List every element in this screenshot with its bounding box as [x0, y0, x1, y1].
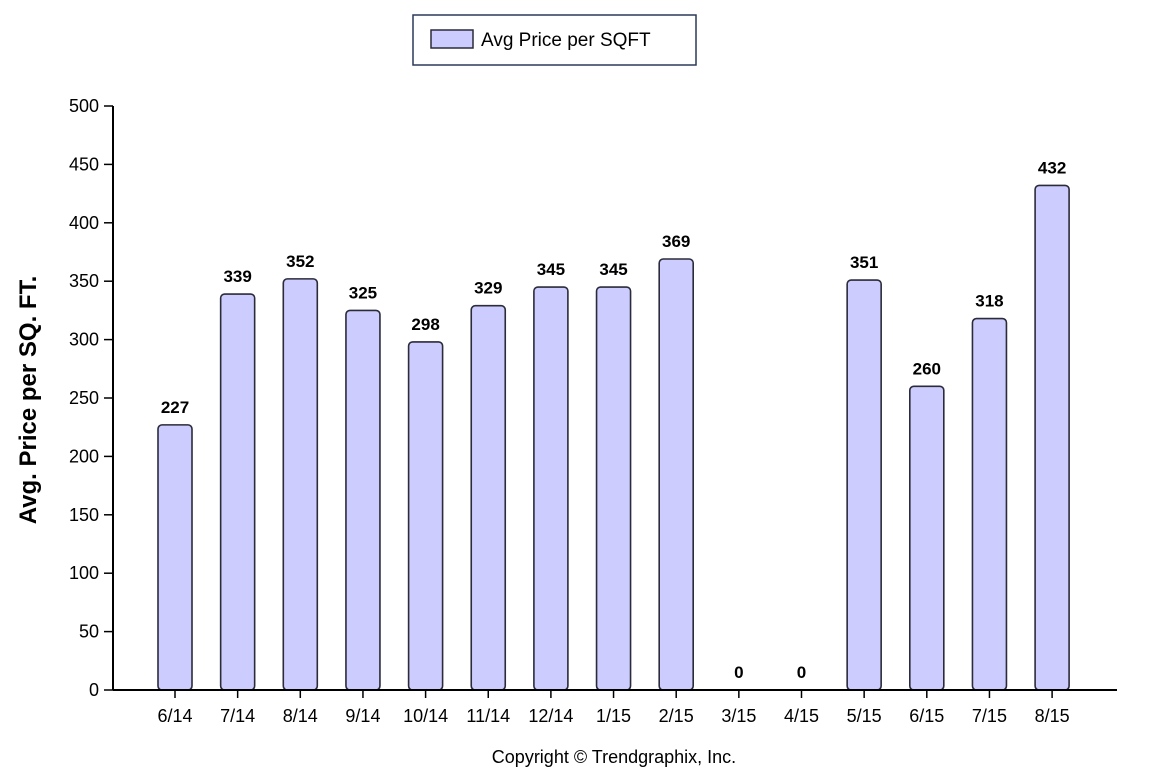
data-label: 369 [662, 232, 690, 251]
data-label: 345 [599, 260, 627, 279]
x-tick-label: 3/15 [721, 706, 756, 726]
data-label: 0 [734, 663, 743, 682]
data-label: 352 [286, 252, 314, 271]
x-tick-label: 8/15 [1035, 706, 1070, 726]
legend-swatch [430, 29, 474, 49]
x-tick-label: 7/15 [972, 706, 1007, 726]
x-tick-label: 8/14 [283, 706, 318, 726]
x-tick-label: 6/14 [157, 706, 192, 726]
data-label: 260 [913, 359, 941, 378]
data-label: 329 [474, 279, 502, 298]
y-tick-label: 200 [69, 446, 99, 466]
data-label: 298 [411, 315, 439, 334]
x-tick-label: 5/15 [847, 706, 882, 726]
data-label: 318 [975, 292, 1003, 311]
x-axis: 6/14 7/14 8/14 9/14 10/14 11/14 12/14 1/15 2/15 3… [157, 690, 1070, 726]
y-tick-label: 0 [89, 680, 99, 700]
y-tick-label: 300 [69, 330, 99, 350]
data-label: 325 [349, 283, 377, 302]
bar [157, 424, 193, 691]
x-tick-label: 2/15 [659, 706, 694, 726]
bar [846, 279, 882, 691]
copyright-text: Copyright © Trendgraphix, Inc. [492, 747, 736, 767]
y-tick-label: 350 [69, 271, 99, 291]
data-label: 351 [850, 253, 878, 272]
y-axis-title: Avg. Price per SQ. FT. [15, 276, 42, 525]
y-tick-label: 500 [69, 96, 99, 116]
bar [908, 385, 945, 691]
data-label: 227 [161, 398, 189, 417]
x-tick-label: 11/14 [466, 706, 510, 726]
data-label: 339 [223, 267, 251, 286]
y-tick-label: 50 [79, 622, 99, 642]
legend: Avg Price per SQFT [412, 14, 697, 66]
bar [282, 278, 319, 691]
x-tick-label: 9/14 [345, 706, 380, 726]
data-label: 432 [1038, 158, 1066, 177]
data-label: 345 [537, 260, 565, 279]
bar [658, 258, 695, 691]
x-tick-label: 4/15 [784, 706, 819, 726]
x-tick-label: 10/14 [403, 706, 448, 726]
x-tick-label: 1/15 [596, 706, 631, 726]
bar [971, 317, 1008, 691]
bar [407, 341, 444, 691]
bar [533, 286, 569, 691]
y-tick-label: 100 [69, 563, 99, 583]
y-tick-label: 250 [69, 388, 99, 408]
legend-label: Avg Price per SQFT [481, 30, 651, 51]
x-tick-label: 7/14 [220, 706, 255, 726]
bar [595, 286, 632, 691]
bar [470, 304, 507, 691]
bars: 227 339 352 325 298 329 345 345 369 0 0 351 260 318 43… [157, 158, 1070, 691]
x-tick-label: 6/15 [909, 706, 944, 726]
y-tick-label: 450 [69, 154, 99, 174]
data-label: 0 [797, 663, 806, 682]
x-tick-label: 12/14 [528, 706, 573, 726]
y-tick-label: 150 [69, 505, 99, 525]
bar [1034, 184, 1070, 691]
bar [219, 293, 256, 691]
y-axis: 0 50 100 150 200 250 300 350 400 450 500 [69, 96, 113, 700]
y-tick-label: 400 [69, 213, 99, 233]
bar [345, 309, 381, 691]
